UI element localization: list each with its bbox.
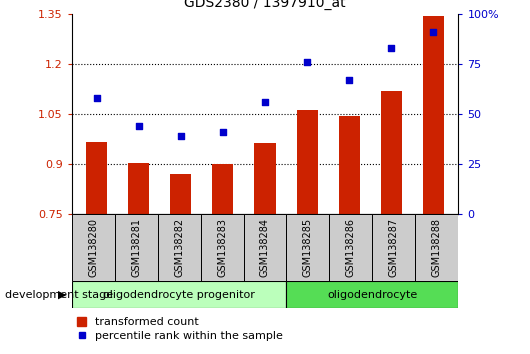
Point [261, 99, 269, 105]
Text: GSM138285: GSM138285 [303, 218, 313, 278]
Point [429, 29, 437, 35]
Text: development stage: development stage [5, 290, 113, 300]
Bar [287, 214, 330, 281]
Bar [373, 214, 416, 281]
Text: GSM138282: GSM138282 [174, 218, 184, 278]
Bar [330, 214, 373, 281]
Bar [72, 281, 287, 308]
Point [93, 95, 101, 101]
Bar [200, 214, 243, 281]
Bar [416, 214, 458, 281]
Bar [243, 214, 287, 281]
Bar [423, 16, 444, 214]
Legend: transformed count, percentile rank within the sample: transformed count, percentile rank withi… [77, 317, 283, 341]
Text: oligodendrocyte progenitor: oligodendrocyte progenitor [103, 290, 255, 300]
Text: GSM138281: GSM138281 [131, 218, 141, 277]
Bar [254, 143, 276, 214]
Text: GSM138283: GSM138283 [217, 218, 227, 277]
Text: GSM138286: GSM138286 [346, 218, 356, 277]
Bar [86, 143, 107, 214]
Point [135, 123, 143, 129]
Bar [114, 214, 157, 281]
Text: GSM138280: GSM138280 [88, 218, 98, 277]
Bar [213, 164, 233, 214]
Bar [157, 214, 200, 281]
Bar [170, 173, 191, 214]
Title: GDS2380 / 1397910_at: GDS2380 / 1397910_at [184, 0, 346, 10]
Point [303, 59, 311, 65]
Bar [128, 162, 149, 214]
Bar [72, 214, 114, 281]
Text: GSM138287: GSM138287 [389, 218, 399, 278]
Point [345, 77, 354, 83]
Bar [339, 116, 360, 214]
Point [387, 45, 395, 51]
Text: GSM138284: GSM138284 [260, 218, 270, 277]
Point [176, 133, 185, 139]
Text: ▶: ▶ [58, 290, 66, 300]
Point [219, 129, 227, 135]
Bar [287, 281, 458, 308]
Bar [297, 110, 317, 214]
Text: oligodendrocyte: oligodendrocyte [328, 290, 418, 300]
Text: GSM138288: GSM138288 [432, 218, 442, 277]
Bar [381, 91, 402, 214]
